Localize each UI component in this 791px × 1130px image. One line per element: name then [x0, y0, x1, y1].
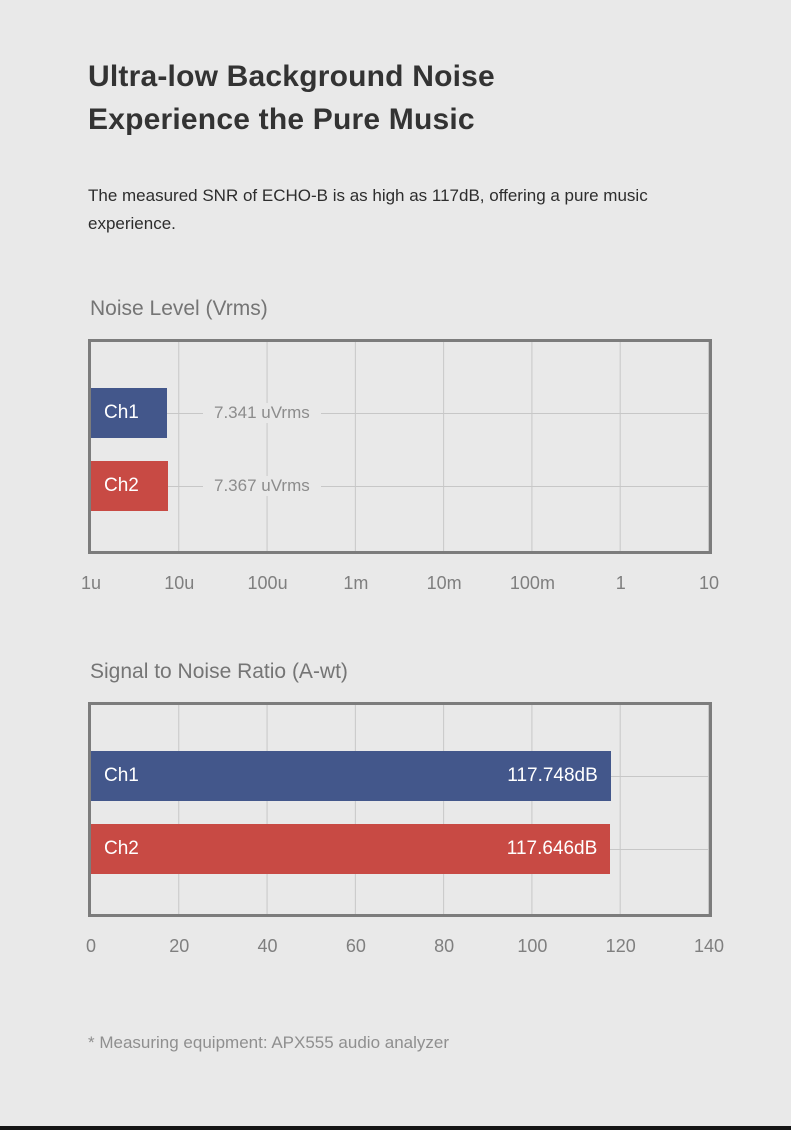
bar-category-label-ch1: Ch1 [104, 765, 139, 786]
noise-level-chart-title: Noise Level (Vrms) [90, 297, 268, 320]
snr-section: Signal to Noise Ratio (A-wt) Ch1 117.748… [86, 659, 724, 958]
gridline-horizontal [91, 486, 709, 487]
bar-category-label-ch2: Ch2 [104, 838, 139, 859]
page-title-line1: Ultra-low Background Noise [88, 60, 495, 93]
bar-ch2: Ch2 117.646dB [91, 824, 611, 874]
axis-tick-label: 140 [693, 936, 725, 956]
axis-tick-label: 1m [343, 573, 369, 593]
bar-value-label-ch2: 7.367 uVrms [203, 476, 321, 496]
noise-level-section: Noise Level (Vrms) Ch1 7.341 uVrms Ch2 7… [81, 296, 719, 595]
bar-ch1: Ch1 [91, 388, 168, 438]
axis-tick-label: 100u [247, 573, 288, 593]
bar-row-ch2: Ch2 117.646dB [91, 824, 709, 874]
bar-row-ch1: Ch1 7.341 uVrms [91, 388, 709, 438]
axis-tick-label: 0 [85, 936, 97, 956]
bottom-edge-bar [0, 1126, 791, 1130]
axis-tick-label: 20 [169, 936, 190, 956]
axis-tick-label: 60 [345, 936, 366, 956]
snr-x-axis: 0 20 40 60 80 100 120 140 [86, 936, 724, 958]
axis-tick-label: 10m [426, 573, 462, 593]
bar-value-label-ch1: 7.341 uVrms [203, 403, 321, 423]
noise-level-x-axis: 1u 10u 100u 1m 10m 100m 1 10 [81, 573, 719, 595]
axis-tick-label: 1 [615, 573, 626, 593]
bar-row-ch2: Ch2 7.367 uVrms [91, 461, 709, 511]
intro-text: The measured SNR of ECHO-B is as high as… [88, 186, 648, 233]
axis-tick-label: 10 [698, 573, 720, 593]
snr-chart-title: Signal to Noise Ratio (A-wt) [90, 660, 348, 683]
bar-value-label-ch2: 117.646dB [506, 838, 598, 859]
noise-level-chart: Ch1 7.341 uVrms Ch2 7.367 uVrms [88, 339, 712, 554]
axis-tick-label: 1u [80, 573, 102, 593]
bar-ch1: Ch1 117.748dB [91, 751, 611, 801]
snr-chart: Ch1 117.748dB Ch2 117.646dB [88, 702, 712, 917]
bar-row-ch1: Ch1 117.748dB [91, 751, 709, 801]
bar-ch2: Ch2 [91, 461, 168, 511]
axis-tick-label: 80 [434, 936, 455, 956]
page-title: Ultra-low Background Noise Experience th… [88, 55, 495, 141]
axis-tick-label: 100 [517, 936, 548, 956]
page-title-line2: Experience the Pure Music [88, 103, 475, 136]
bar-value-label-ch1: 117.748dB [507, 765, 598, 786]
axis-tick-label: 10u [164, 573, 195, 593]
gridline-horizontal [91, 413, 709, 414]
footnote-text: * Measuring equipment: APX555 audio anal… [88, 1033, 450, 1052]
bar-category-label-ch2: Ch2 [104, 475, 139, 496]
axis-tick-label: 40 [257, 936, 278, 956]
axis-tick-label: 120 [605, 936, 636, 956]
axis-tick-label: 100m [509, 573, 555, 593]
bar-category-label-ch1: Ch1 [104, 402, 139, 423]
